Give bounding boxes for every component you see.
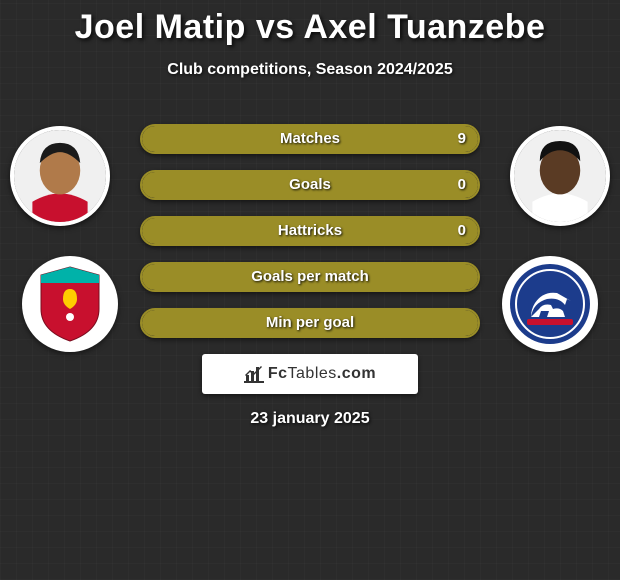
stat-value-right: 0 xyxy=(458,172,466,198)
brand-pre: Fc xyxy=(268,365,288,382)
stat-bar: Goals per match xyxy=(140,262,480,292)
comparison-card: Joel Matip vs Axel Tuanzebe Club competi… xyxy=(0,0,620,580)
club2-crest-svg xyxy=(509,263,591,345)
stat-bar: Goals0 xyxy=(140,170,480,200)
brand-mid: Tables xyxy=(288,365,337,382)
chart-icon xyxy=(244,365,264,383)
brand-box: FcTables.com xyxy=(202,354,418,394)
brand-suf: .com xyxy=(337,365,376,382)
player2-avatar xyxy=(510,126,610,226)
title-player1: Joel Matip xyxy=(75,8,246,46)
stat-bar: Hattricks0 xyxy=(140,216,480,246)
stat-value-right: 9 xyxy=(458,126,466,152)
club1-crest-svg xyxy=(35,265,105,343)
player1-avatar xyxy=(10,126,110,226)
stat-label: Hattricks xyxy=(142,218,478,244)
stat-label: Goals xyxy=(142,172,478,198)
player1-avatar-svg xyxy=(14,130,106,222)
stat-value-right: 0 xyxy=(458,218,466,244)
stat-label: Min per goal xyxy=(142,310,478,336)
player2-avatar-svg xyxy=(514,130,606,222)
title-vs: vs xyxy=(256,8,295,46)
stat-bar: Min per goal xyxy=(140,308,480,338)
brand-text: FcTables.com xyxy=(268,365,376,383)
stat-label: Goals per match xyxy=(142,264,478,290)
subtitle: Club competitions, Season 2024/2025 xyxy=(0,61,620,79)
stat-label: Matches xyxy=(142,126,478,152)
title-player2: Axel Tuanzebe xyxy=(303,8,545,46)
page-title: Joel Matip vs Axel Tuanzebe xyxy=(0,0,620,47)
stats-bars: Matches9Goals0Hattricks0Goals per matchM… xyxy=(140,124,480,354)
club1-badge xyxy=(22,256,118,352)
date-text: 23 january 2025 xyxy=(0,410,620,428)
club2-badge xyxy=(502,256,598,352)
stat-bar: Matches9 xyxy=(140,124,480,154)
